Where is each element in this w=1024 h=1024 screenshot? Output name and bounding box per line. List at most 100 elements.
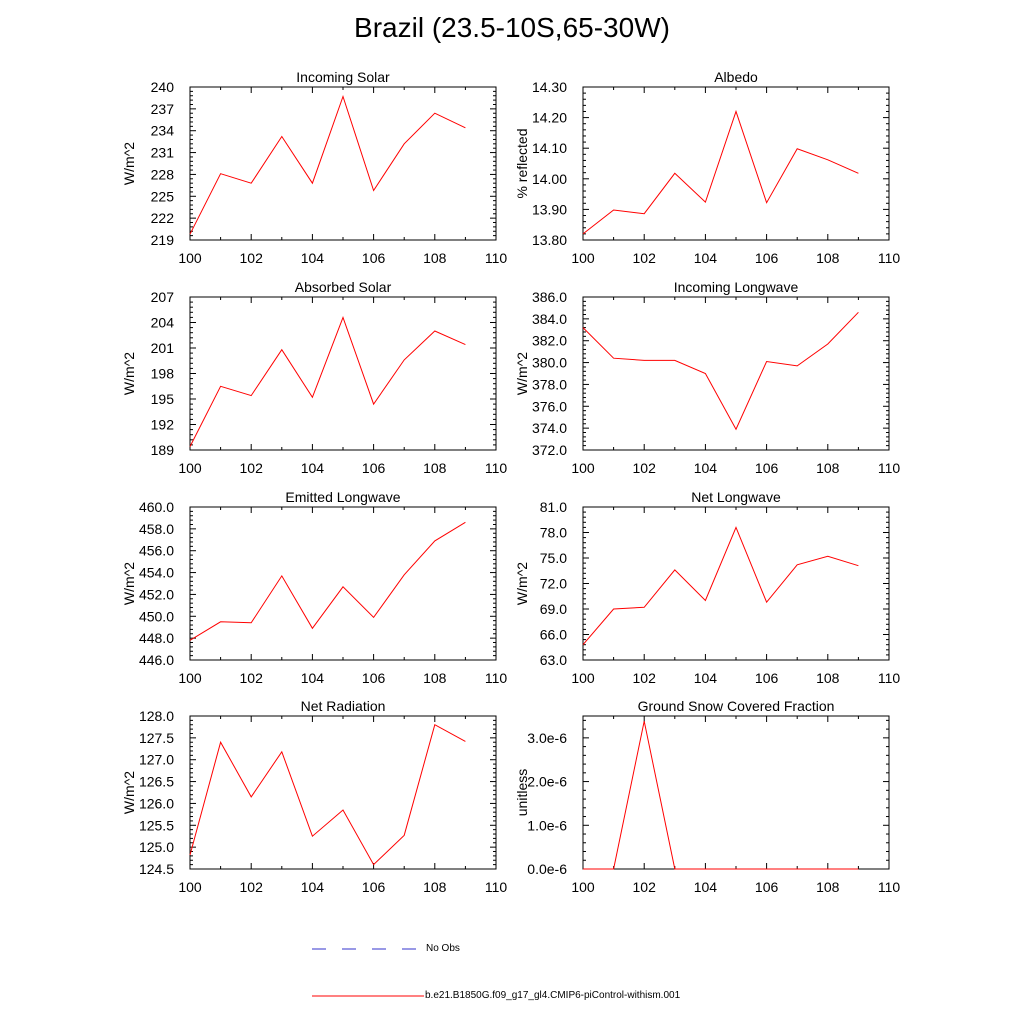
y-tick-label: 452.0 — [139, 586, 174, 602]
y-tick-label: 13.80 — [532, 232, 567, 248]
y-tick-label: 125.5 — [139, 817, 174, 833]
x-tick-label: 106 — [362, 879, 386, 895]
panel-4: Incoming Longwave W/m^2 100 102 104 106 108 110… — [514, 279, 900, 476]
y-axis-label: W/m^2 — [121, 562, 137, 605]
x-tick-label: 108 — [423, 879, 447, 895]
y-tick-label: 66.0 — [540, 627, 567, 643]
y-axis-label: % reflected — [514, 128, 530, 198]
y-tick-label: 460.0 — [139, 499, 174, 515]
y-tick-label: 454.0 — [139, 565, 174, 581]
x-tick-label: 110 — [878, 250, 901, 266]
x-tick-label: 104 — [694, 250, 718, 266]
x-tick-label: 100 — [571, 460, 595, 476]
y-tick-label: 231 — [151, 145, 175, 161]
panel-title: Net Longwave — [691, 489, 781, 505]
series-line — [189, 315, 466, 447]
x-tick-label: 106 — [362, 460, 386, 476]
y-tick-label: 13.90 — [532, 201, 567, 217]
x-tick-label: 104 — [301, 670, 325, 686]
y-tick-label: 0.0e-6 — [527, 861, 567, 877]
x-tick-label: 104 — [694, 879, 718, 895]
y-tick-label: 237 — [151, 101, 175, 117]
y-tick-label: 195 — [151, 391, 175, 407]
y-tick-label: 189 — [151, 442, 175, 458]
y-tick-label: 219 — [151, 232, 175, 248]
y-tick-label: 1.0e-6 — [527, 817, 567, 833]
y-tick-label: 201 — [151, 340, 175, 356]
x-tick-label: 100 — [178, 879, 202, 895]
x-tick-label: 108 — [423, 670, 447, 686]
y-tick-label: 127.5 — [139, 730, 174, 746]
y-tick-label: 384.0 — [532, 311, 567, 327]
x-tick-label: 102 — [633, 460, 657, 476]
x-tick-label: 110 — [878, 670, 901, 686]
y-tick-label: 446.0 — [139, 652, 174, 668]
y-axis-label: W/m^2 — [121, 352, 137, 395]
plot-frame — [582, 296, 890, 451]
series-line — [583, 721, 859, 870]
x-tick-label: 100 — [178, 250, 202, 266]
x-tick-label: 100 — [571, 670, 595, 686]
x-tick-label: 108 — [423, 250, 447, 266]
y-tick-label: 3.0e-6 — [527, 730, 567, 746]
y-tick-label: 78.0 — [540, 525, 567, 541]
panel-title: Net Radiation — [301, 698, 386, 714]
y-axis-label: W/m^2 — [514, 562, 530, 605]
x-tick-label: 104 — [301, 250, 325, 266]
plot-frame — [189, 296, 497, 451]
x-tick-label: 106 — [362, 250, 386, 266]
x-tick-label: 110 — [485, 460, 508, 476]
x-tick-label: 108 — [423, 460, 447, 476]
y-axis-label: W/m^2 — [121, 142, 137, 185]
y-tick-label: 14.20 — [532, 110, 567, 126]
x-tick-label: 102 — [240, 670, 264, 686]
series-line — [582, 109, 859, 235]
x-tick-label: 110 — [878, 460, 901, 476]
x-tick-label: 104 — [694, 460, 718, 476]
series-line — [189, 521, 466, 641]
x-tick-label: 104 — [301, 879, 325, 895]
y-tick-label: 125.0 — [139, 839, 174, 855]
plot-frame — [189, 506, 497, 661]
x-tick-label: 104 — [694, 670, 718, 686]
panel-title: Emitted Longwave — [285, 489, 400, 505]
y-axis-label: W/m^2 — [514, 352, 530, 395]
y-tick-label: 128.0 — [139, 708, 174, 724]
plot-frame — [582, 715, 890, 870]
y-tick-label: 382.0 — [532, 333, 567, 349]
y-tick-label: 372.0 — [532, 442, 567, 458]
panel-title: Incoming Longwave — [674, 279, 799, 295]
y-tick-label: 240 — [151, 79, 175, 95]
y-tick-label: 75.0 — [540, 550, 567, 566]
y-tick-label: 192 — [151, 417, 175, 433]
legend-obs-label: No Obs — [426, 943, 460, 954]
panel-title: Ground Snow Covered Fraction — [638, 698, 835, 714]
y-axis-label: unitless — [514, 769, 530, 816]
y-tick-label: 450.0 — [139, 608, 174, 624]
panel-6: Net Longwave W/m^2 100 102 104 106 108 110 63.0 6… — [514, 489, 900, 686]
x-tick-label: 102 — [633, 879, 657, 895]
x-tick-label: 100 — [178, 670, 202, 686]
y-tick-label: 124.5 — [139, 861, 174, 877]
y-tick-label: 127.0 — [139, 752, 174, 768]
x-tick-label: 108 — [816, 670, 840, 686]
y-tick-label: 14.10 — [532, 140, 567, 156]
x-tick-label: 104 — [301, 460, 325, 476]
y-tick-label: 228 — [151, 166, 175, 182]
x-tick-label: 106 — [755, 670, 779, 686]
x-tick-label: 110 — [485, 879, 508, 895]
y-tick-label: 126.5 — [139, 774, 174, 790]
panel-1: Incoming Solar W/m^2 100 102 104 106 108 110 219… — [121, 69, 507, 266]
y-tick-label: 378.0 — [532, 376, 567, 392]
x-tick-label: 106 — [755, 250, 779, 266]
panel-7: Net Radiation W/m^2 100 102 104 106 108 110 124.… — [121, 698, 507, 895]
y-tick-label: 456.0 — [139, 543, 174, 559]
plot-frame — [189, 715, 497, 870]
x-tick-label: 108 — [816, 879, 840, 895]
x-tick-label: 106 — [755, 879, 779, 895]
x-tick-label: 110 — [485, 250, 508, 266]
x-tick-label: 102 — [240, 879, 264, 895]
series-line — [582, 311, 859, 431]
y-tick-label: 63.0 — [540, 652, 567, 668]
